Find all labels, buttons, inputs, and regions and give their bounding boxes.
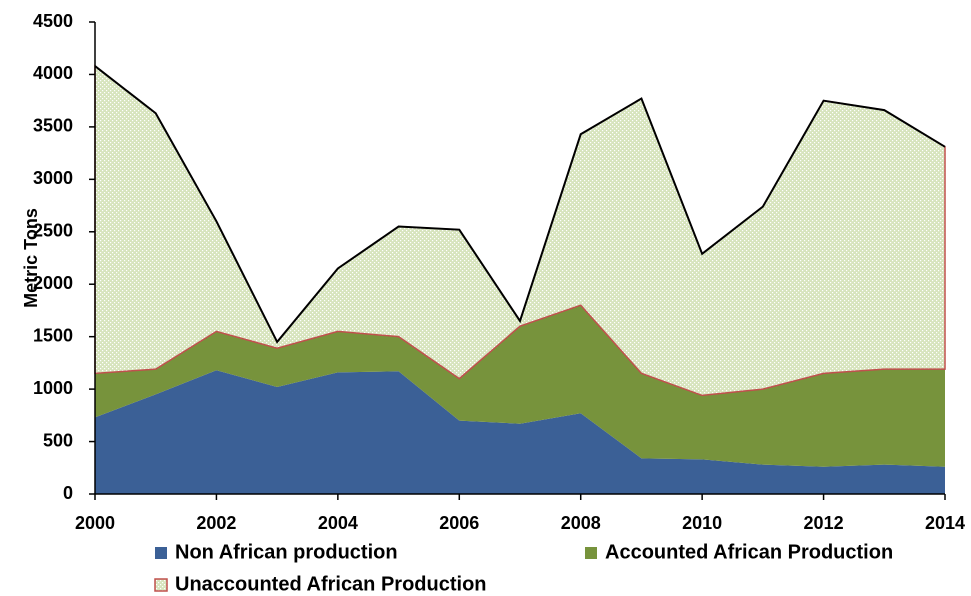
legend-swatch [155, 547, 167, 559]
legend-swatch [585, 547, 597, 559]
x-tick-label: 2006 [439, 513, 479, 533]
x-tick-label: 2000 [75, 513, 115, 533]
legend-label: Accounted African Production [605, 541, 893, 563]
area [95, 305, 945, 467]
legend-swatch [154, 578, 168, 592]
x-tick-label: 2008 [561, 513, 601, 533]
y-tick-label: 2500 [33, 221, 73, 241]
x-tick-label: 2010 [682, 513, 722, 533]
y-tick-label: 0 [63, 483, 73, 503]
x-tick-label: 2014 [925, 513, 965, 533]
x-tick-label: 2002 [196, 513, 236, 533]
y-tick-label: 4000 [33, 63, 73, 83]
y-tick-label: 1500 [33, 325, 73, 345]
x-tick-label: 2012 [804, 513, 844, 533]
y-tick-label: 3000 [33, 168, 73, 188]
legend-label: Unaccounted African Production [175, 573, 487, 595]
y-tick-label: 4500 [33, 11, 73, 31]
y-axis-label: Metric Tons [21, 208, 41, 308]
y-tick-label: 3500 [33, 116, 73, 136]
x-tick-label: 2004 [318, 513, 358, 533]
y-tick-label: 500 [43, 430, 73, 450]
legend-label: Non African production [175, 541, 398, 563]
area-top-line [94, 65, 946, 344]
y-tick-label: 1000 [33, 378, 73, 398]
y-tick-label: 2000 [33, 273, 73, 293]
area [95, 370, 945, 494]
